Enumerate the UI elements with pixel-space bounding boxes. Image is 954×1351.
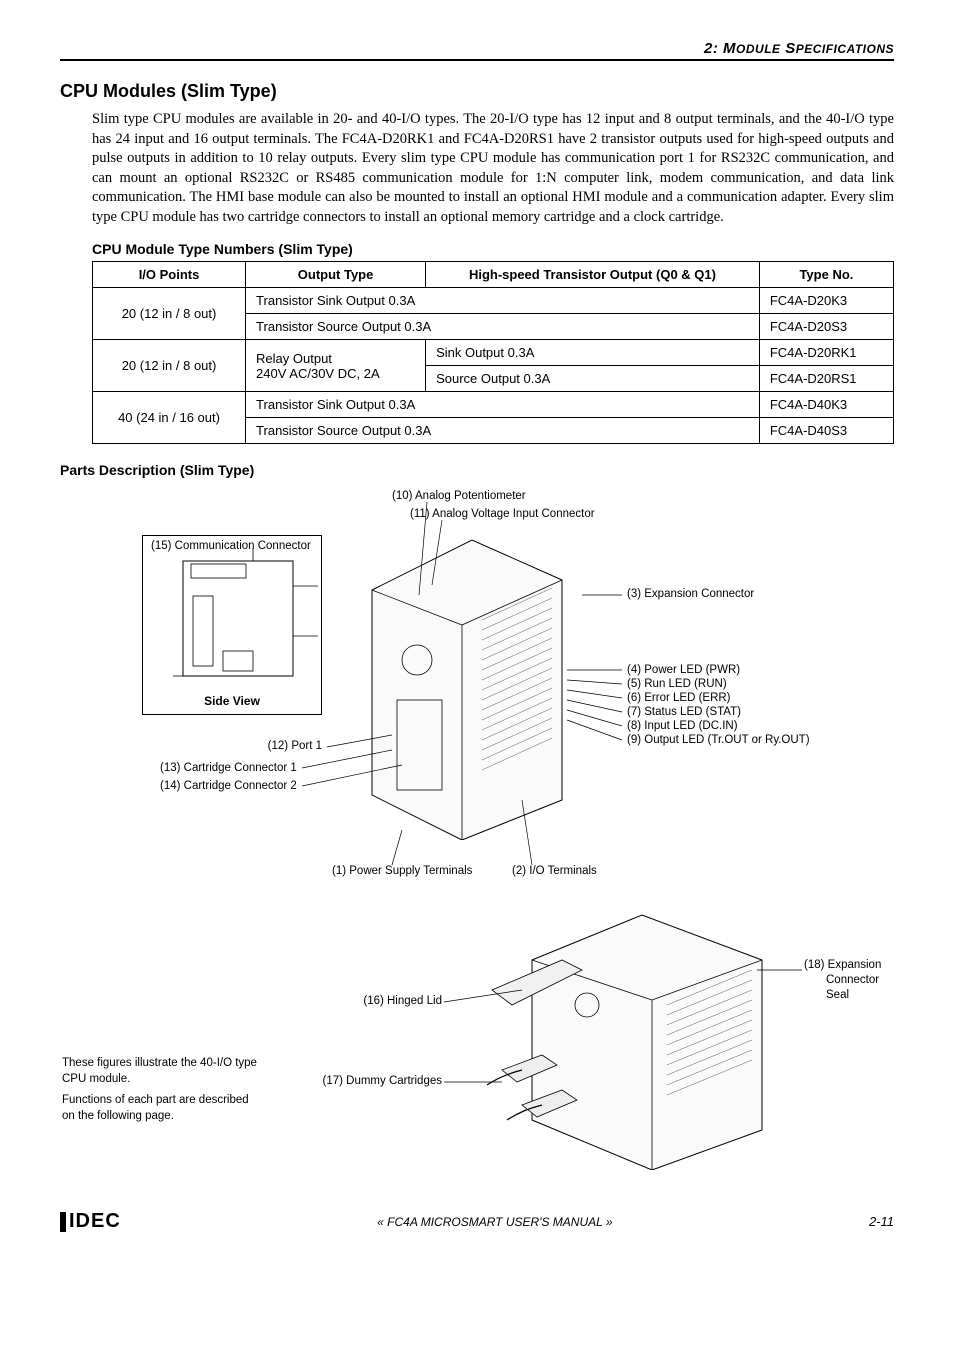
- callout-11: (11) Analog Voltage Input Connector: [410, 508, 595, 520]
- cell-type-d20s3: FC4A-D20S3: [759, 314, 893, 340]
- table-row: 20 (12 in / 8 out) Transistor Sink Outpu…: [93, 288, 894, 314]
- table-header-row: I/O Points Output Type High-speed Transi…: [93, 262, 894, 288]
- th-output-type: Output Type: [246, 262, 426, 288]
- callout-5: (5) Run LED (RUN): [627, 678, 727, 690]
- idec-logo: IDEC: [60, 1210, 121, 1233]
- chapter-title-word2: SPECIFICATIONS: [785, 40, 894, 57]
- callout-1: (1) Power Supply Terminals: [332, 865, 472, 877]
- side-view-caption: Side View: [143, 691, 321, 711]
- cell-io-40: 40 (24 in / 16 out): [93, 392, 246, 444]
- manual-title: « FC4A MICROSMART USER'S MANUAL »: [377, 1215, 612, 1229]
- lower-device-drawing: [472, 910, 772, 1170]
- diagram-note: These figures illustrate the 40-I/O type…: [62, 1055, 262, 1123]
- cell-output-relay: Relay Output 240V AC/30V DC, 2A: [246, 340, 426, 392]
- logo-bar-icon: [60, 1212, 66, 1232]
- page-number: 2-11: [869, 1214, 894, 1229]
- cell-hs-sink: Sink Output 0.3A: [426, 340, 760, 366]
- lower-device-svg: [472, 910, 772, 1170]
- parts-heading: Parts Description (Slim Type): [60, 462, 894, 478]
- cell-output-source-40: Transistor Source Output 0.3A: [246, 418, 760, 444]
- lower-diagram-row: These figures illustrate the 40-I/O type…: [92, 910, 894, 1180]
- chapter-number: 2:: [704, 40, 718, 57]
- cell-output-sink-20: Transistor Sink Output 0.3A: [246, 288, 760, 314]
- cell-type-d20k3: FC4A-D20K3: [759, 288, 893, 314]
- callout-17: (17) Dummy Cartridges: [317, 1075, 442, 1087]
- table-row: 20 (12 in / 8 out) Relay Output 240V AC/…: [93, 340, 894, 366]
- cell-type-d40k3: FC4A-D40K3: [759, 392, 893, 418]
- table-caption: CPU Module Type Numbers (Slim Type): [92, 241, 894, 257]
- callout-16: (16) Hinged Lid: [352, 995, 442, 1007]
- cpu-type-table: I/O Points Output Type High-speed Transi…: [92, 261, 894, 444]
- main-device-drawing: [352, 530, 582, 840]
- cell-output-source-20: Transistor Source Output 0.3A: [246, 314, 760, 340]
- main-device-svg: [352, 530, 582, 840]
- cell-type-d20rk1: FC4A-D20RK1: [759, 340, 893, 366]
- th-io-points: I/O Points: [93, 262, 246, 288]
- callout-14: (14) Cartridge Connector 2: [160, 780, 297, 792]
- cell-io-20b: 20 (12 in / 8 out): [93, 340, 246, 392]
- callout-13: (13) Cartridge Connector 1: [160, 762, 297, 774]
- page-footer: IDEC « FC4A MICROSMART USER'S MANUAL » 2…: [60, 1210, 894, 1233]
- table-row: 40 (24 in / 16 out) Transistor Sink Outp…: [93, 392, 894, 418]
- side-view-drawing: (15) Communication Connector: [143, 536, 321, 691]
- callout-10: (10) Analog Potentiometer: [392, 490, 526, 502]
- cell-type-d20rs1: FC4A-D20RS1: [759, 366, 893, 392]
- callout-3: (3) Expansion Connector: [627, 588, 754, 600]
- th-highspeed: High-speed Transistor Output (Q0 & Q1): [426, 262, 760, 288]
- callout-6: (6) Error LED (ERR): [627, 692, 731, 704]
- cell-io-20a: 20 (12 in / 8 out): [93, 288, 246, 340]
- callout-8: (8) Input LED (DC.IN): [627, 720, 738, 732]
- chapter-header: 2: MODULE SPECIFICATIONS: [60, 40, 894, 61]
- callout-2: (2) I/O Terminals: [512, 865, 597, 877]
- callout-7: (7) Status LED (STAT): [627, 706, 741, 718]
- upper-diagram-row: (10) Analog Potentiometer (11) Analog Vo…: [92, 490, 894, 900]
- diagram-area: (10) Analog Potentiometer (11) Analog Vo…: [92, 490, 894, 1180]
- chapter-title-word1: MODULE: [723, 40, 781, 57]
- callout-12: (12) Port 1: [242, 740, 322, 752]
- cell-hs-source: Source Output 0.3A: [426, 366, 760, 392]
- side-view-svg: [143, 536, 323, 686]
- chapter-heading: 2: MODULE SPECIFICATIONS: [60, 40, 894, 57]
- section-intro: Slim type CPU modules are available in 2…: [92, 110, 894, 227]
- cell-type-d40s3: FC4A-D40S3: [759, 418, 893, 444]
- callout-9: (9) Output LED (Tr.OUT or Ry.OUT): [627, 734, 810, 746]
- callout-4: (4) Power LED (PWR): [627, 664, 740, 676]
- cell-output-sink-40: Transistor Sink Output 0.3A: [246, 392, 760, 418]
- side-view-box: (15) Communication Connector Side View: [142, 535, 322, 715]
- section-title: CPU Modules (Slim Type): [60, 81, 894, 102]
- logo-text: IDEC: [69, 1210, 121, 1233]
- callout-18: (18) Expansion Connector Seal: [804, 958, 881, 1003]
- th-type-no: Type No.: [759, 262, 893, 288]
